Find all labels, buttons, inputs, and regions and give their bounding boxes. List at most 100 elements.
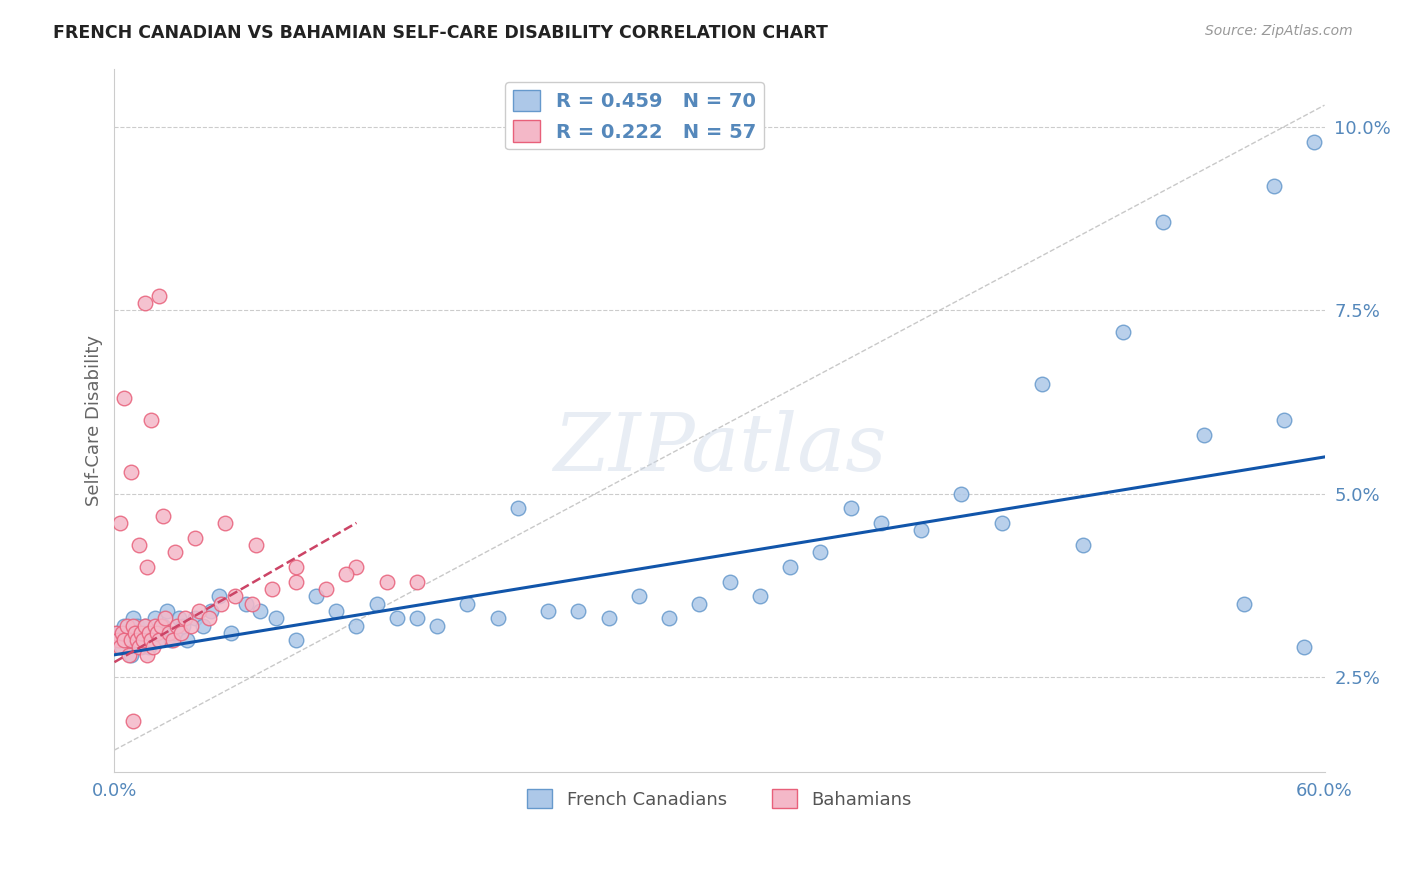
Point — [111, 625, 134, 640]
Point — [114, 392, 136, 406]
Point — [107, 625, 129, 640]
Point — [149, 618, 172, 632]
Point — [160, 633, 183, 648]
Point — [129, 625, 152, 640]
Point — [184, 611, 207, 625]
Point — [456, 597, 478, 611]
Point — [114, 633, 136, 648]
Point — [142, 640, 165, 655]
Point — [406, 574, 429, 589]
Point — [115, 618, 138, 632]
Point — [148, 633, 170, 648]
Point — [950, 486, 973, 500]
Text: ZIPatlas: ZIPatlas — [553, 409, 886, 487]
Point — [162, 633, 184, 648]
Point — [188, 604, 211, 618]
Point — [134, 296, 156, 310]
Point — [198, 611, 221, 625]
Point — [115, 633, 138, 648]
Point — [170, 625, 193, 640]
Point — [163, 625, 186, 640]
Point — [134, 618, 156, 632]
Point — [152, 508, 174, 523]
Point — [325, 604, 347, 618]
Y-axis label: Self-Care Disability: Self-Care Disability — [86, 334, 103, 506]
Point — [143, 618, 166, 632]
Point — [145, 625, 167, 640]
Point — [1152, 215, 1174, 229]
Point — [1294, 640, 1316, 655]
Point — [134, 618, 156, 632]
Point — [284, 560, 307, 574]
Point — [1112, 326, 1135, 340]
Point — [135, 625, 157, 640]
Point — [184, 531, 207, 545]
Point — [121, 611, 143, 625]
Point — [180, 618, 202, 632]
Point — [779, 560, 801, 574]
Point — [110, 640, 132, 655]
Point — [537, 604, 560, 618]
Point — [221, 625, 243, 640]
Point — [121, 618, 143, 632]
Point — [153, 611, 176, 625]
Point — [688, 597, 710, 611]
Point — [208, 589, 231, 603]
Point — [366, 597, 388, 611]
Point — [839, 501, 862, 516]
Point — [335, 567, 357, 582]
Point — [120, 633, 142, 648]
Point — [125, 618, 148, 632]
Point — [284, 574, 307, 589]
Point — [114, 618, 136, 632]
Point — [167, 611, 190, 625]
Point — [110, 516, 132, 530]
Point — [910, 523, 932, 537]
Point — [506, 501, 529, 516]
Point — [224, 589, 246, 603]
Point — [129, 640, 152, 655]
Point — [131, 633, 153, 648]
Point — [245, 538, 267, 552]
Point — [346, 618, 368, 632]
Point — [131, 633, 153, 648]
Point — [157, 625, 180, 640]
Point — [991, 516, 1014, 530]
Point — [107, 633, 129, 648]
Point — [143, 611, 166, 625]
Point — [138, 625, 160, 640]
Point — [120, 465, 142, 479]
Text: Source: ZipAtlas.com: Source: ZipAtlas.com — [1205, 24, 1353, 38]
Point — [117, 625, 139, 640]
Point — [174, 611, 197, 625]
Point — [264, 611, 287, 625]
Point — [138, 640, 160, 655]
Point — [125, 633, 148, 648]
Point — [567, 604, 589, 618]
Point — [748, 589, 770, 603]
Point — [135, 560, 157, 574]
Point — [214, 516, 236, 530]
Point — [260, 582, 283, 596]
Point — [1233, 597, 1256, 611]
Point — [135, 648, 157, 662]
Point — [124, 625, 146, 640]
Point — [486, 611, 509, 625]
Point — [200, 604, 222, 618]
Point — [124, 633, 146, 648]
Point — [111, 640, 134, 655]
Point — [240, 597, 263, 611]
Point — [105, 625, 128, 640]
Point — [385, 611, 408, 625]
Point — [110, 633, 132, 648]
Point — [406, 611, 429, 625]
Point — [346, 560, 368, 574]
Point — [163, 545, 186, 559]
Point — [718, 574, 741, 589]
Point — [128, 538, 150, 552]
Point — [128, 625, 150, 640]
Point — [117, 648, 139, 662]
Point — [808, 545, 831, 559]
Point — [315, 582, 337, 596]
Point — [176, 633, 198, 648]
